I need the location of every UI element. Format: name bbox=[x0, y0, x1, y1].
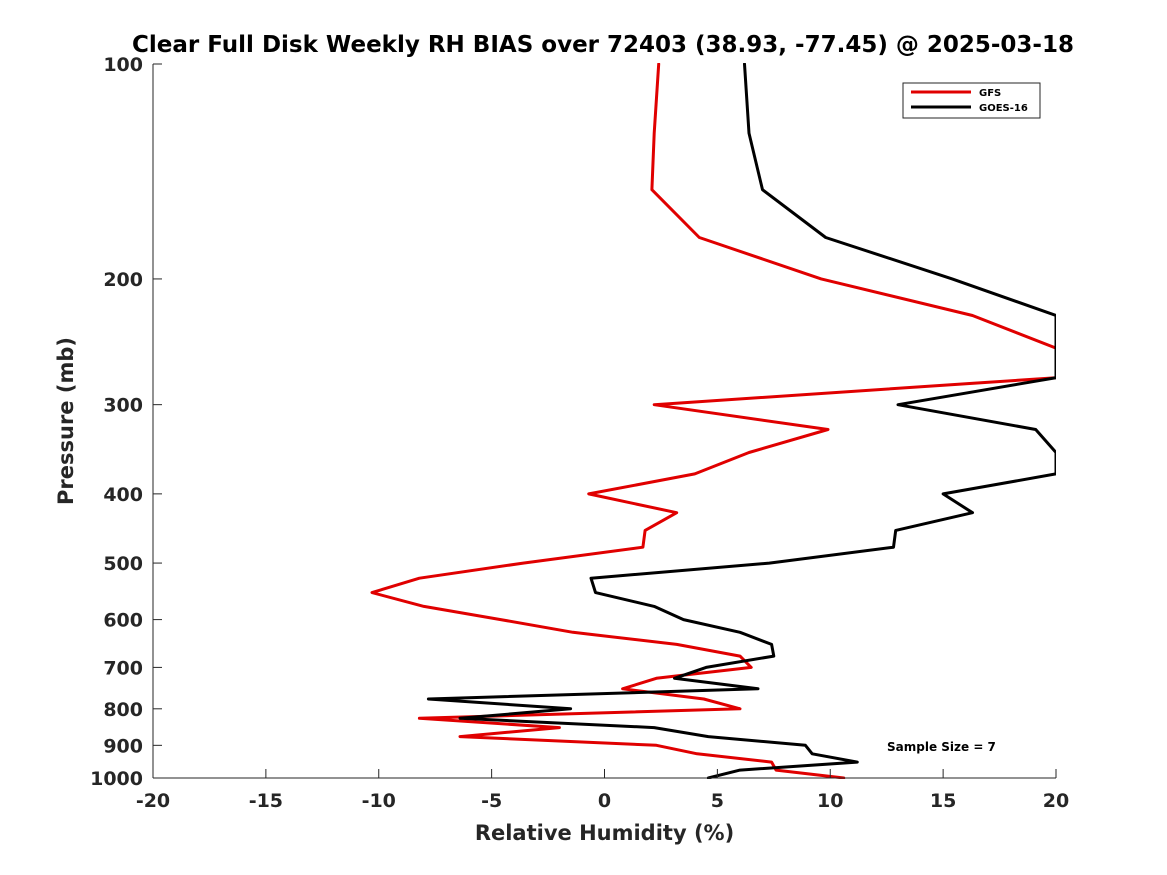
series-line-goes-16 bbox=[426, 63, 1056, 779]
y-tick-label: 300 bbox=[103, 395, 143, 417]
legend: GFS GOES-16 bbox=[902, 82, 1041, 119]
legend-label-gfs: GFS bbox=[979, 88, 1001, 99]
y-tick-label: 400 bbox=[103, 484, 143, 506]
chart-title: Clear Full Disk Weekly RH BIAS over 7240… bbox=[132, 32, 1074, 58]
x-tick-label: -20 bbox=[136, 790, 170, 812]
axes: -20 -15 -10 -5 0 5 10 15 20 100 200 300 400 500 600 700… bbox=[90, 54, 1069, 812]
x-tick-label: 0 bbox=[598, 790, 611, 812]
x-tick-label: 15 bbox=[930, 790, 956, 812]
series-line-gfs bbox=[370, 63, 1056, 779]
y-tick-label: 1000 bbox=[90, 768, 143, 790]
sample-size-annotation: Sample Size = 7 bbox=[887, 740, 996, 754]
y-tick-label: 100 bbox=[103, 54, 143, 76]
y-tick-label: 900 bbox=[103, 735, 143, 757]
x-axis-label: Relative Humidity (%) bbox=[475, 821, 734, 845]
y-tick-label: 600 bbox=[103, 610, 143, 632]
x-tick-label: -15 bbox=[249, 790, 283, 812]
y-tick-label: 200 bbox=[103, 269, 143, 291]
x-tick-label: -10 bbox=[362, 790, 396, 812]
x-tick-label: 10 bbox=[817, 790, 843, 812]
x-tick-label: -5 bbox=[481, 790, 502, 812]
y-tick-label: 700 bbox=[103, 657, 143, 679]
legend-box bbox=[902, 82, 1041, 119]
x-tick-label: 5 bbox=[711, 790, 724, 812]
y-axis-label: Pressure (mb) bbox=[54, 337, 78, 505]
y-tick-label: 800 bbox=[103, 699, 143, 721]
legend-label-goes-16: GOES-16 bbox=[979, 103, 1028, 114]
y-tick-label: 500 bbox=[103, 553, 143, 575]
plot-lines bbox=[370, 63, 1056, 779]
x-tick-label: 20 bbox=[1043, 790, 1069, 812]
